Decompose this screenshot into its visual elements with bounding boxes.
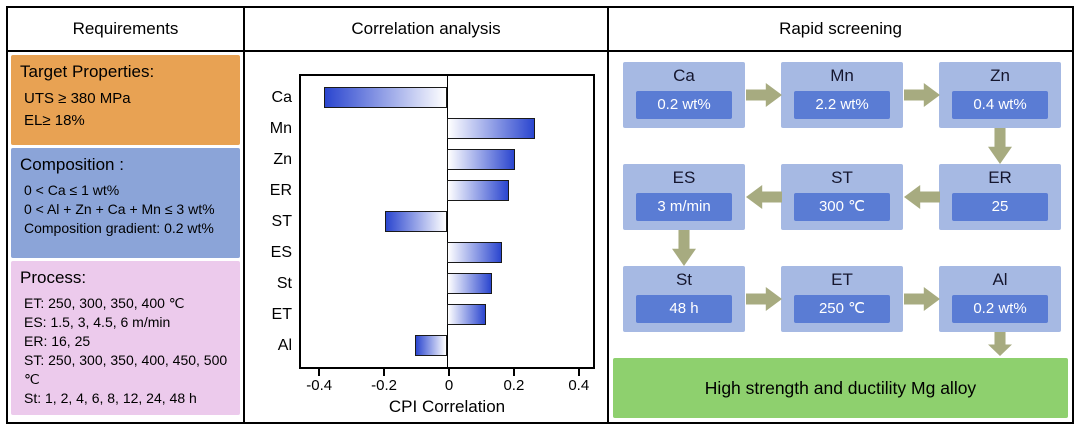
- result-text: High strength and ductility Mg alloy: [704, 377, 977, 398]
- process-heading: Process:: [20, 268, 87, 287]
- panel-title-screening: Rapid screening: [609, 8, 1072, 52]
- bar-ET: [447, 304, 486, 325]
- arrow-right-icon: [746, 83, 782, 107]
- flow-node-label: ES: [672, 168, 696, 187]
- composition-heading: Composition :: [20, 155, 124, 174]
- x-tick-mark: [383, 369, 386, 376]
- bar-Ca: [323, 87, 447, 108]
- flow-node-label: ST: [831, 168, 853, 187]
- composition-line: 0 < Ca ≤ 1 wt%: [24, 182, 120, 198]
- target-properties-heading: Target Properties:: [20, 62, 155, 81]
- process-line: ES: 1.5, 3, 4.5, 6 m/min: [24, 314, 171, 330]
- process-line: ST: 250, 300, 350, 400, 450, 500 ℃: [24, 352, 228, 387]
- y-tick-label-St: St: [276, 275, 292, 292]
- bar-ER: [447, 180, 509, 201]
- flow-node-label: Al: [992, 270, 1008, 289]
- bar-Mn: [447, 118, 535, 139]
- zero-axis-line: [446, 76, 448, 367]
- arrow-right-icon: [904, 83, 940, 107]
- y-tick-label-Zn: Zn: [273, 151, 292, 168]
- target-line-el: EL≥ 18%: [24, 112, 85, 129]
- flow-node-value: 25: [952, 193, 1048, 221]
- flow-node-Ca: Ca 0.2 wt%: [623, 62, 745, 128]
- flow-node-Zn: Zn 0.4 wt%: [939, 62, 1061, 128]
- requirements-body: Target Properties: UTS ≥ 380 MPa EL≥ 18%…: [8, 52, 243, 421]
- plot-area: [299, 74, 595, 369]
- arrow-left-icon: [746, 185, 782, 209]
- result-box: High strength and ductility Mg alloy: [613, 358, 1068, 418]
- flow-node-label: Zn: [990, 66, 1010, 85]
- panel-requirements: Requirements Target Properties: UTS ≥ 38…: [6, 6, 245, 424]
- flow-node-value: 0.2 wt%: [952, 295, 1048, 323]
- flow-node-value: 2.2 wt%: [794, 91, 890, 119]
- flow-node-label: ET: [831, 270, 853, 289]
- x-axis-label: CPI Correlation: [388, 397, 506, 416]
- x-tick-mark: [577, 369, 580, 376]
- flow-node-label: St: [675, 270, 693, 289]
- y-tick-label-Al: Al: [277, 337, 292, 354]
- y-tick-label-ER: ER: [269, 182, 292, 199]
- x-tick-mark: [512, 369, 515, 376]
- flow-node-ST: ST 300 ℃: [781, 164, 903, 230]
- flow-node-label: ER: [988, 168, 1012, 187]
- panel-title-requirements: Requirements: [8, 8, 243, 52]
- bar-ST: [385, 211, 447, 232]
- process-line: St: 1, 2, 4, 6, 8, 12, 24, 48 h: [24, 390, 197, 406]
- flow-node-value: 250 ℃: [794, 295, 890, 323]
- x-tick-label: -0.4: [306, 377, 333, 394]
- arrow-down-icon: [988, 128, 1012, 164]
- chart-plot-row: Ca Mn Zn ER ST ES St ET Al: [259, 74, 607, 369]
- arrow-down-icon: [988, 332, 1012, 356]
- bar-St: [447, 273, 493, 294]
- process-line: ET: 250, 300, 350, 400 ℃: [24, 295, 185, 311]
- x-tick-label: -0.2: [371, 377, 398, 394]
- y-tick-label-ET: ET: [271, 306, 292, 323]
- x-tick-label: 0.2: [503, 377, 525, 394]
- bar-Zn: [447, 149, 516, 170]
- flow-node-value: 0.4 wt%: [952, 91, 1048, 119]
- composition-line: 0 < Al + Zn + Ca + Mn ≤ 3 wt%: [24, 201, 215, 217]
- flow-node-Mn: Mn 2.2 wt%: [781, 62, 903, 128]
- y-tick-label-Mn: Mn: [269, 120, 292, 137]
- composition-box: Composition : 0 < Ca ≤ 1 wt% 0 < Al + Zn…: [11, 148, 240, 258]
- flow-node-label: Ca: [673, 66, 695, 85]
- flow-node-label: Mn: [830, 66, 854, 85]
- x-tick-label: 0: [444, 377, 454, 394]
- bar-Al: [414, 335, 447, 356]
- flow-node-value: 48 h: [636, 295, 732, 323]
- y-axis-labels: Ca Mn Zn ER ST ES St ET Al: [259, 74, 299, 369]
- target-line-uts: UTS ≥ 380 MPa: [24, 90, 131, 107]
- arrow-right-icon: [746, 287, 782, 311]
- arrow-down-icon: [672, 230, 696, 266]
- flow-node-Al: Al 0.2 wt%: [939, 266, 1061, 332]
- process-box: Process: ET: 250, 300, 350, 400 ℃ ES: 1.…: [11, 261, 240, 415]
- bar-ES: [447, 242, 503, 263]
- panel-correlation: Correlation analysis Ca Mn Zn ER ST ES St ET Al …: [243, 6, 609, 424]
- panel-screening: Rapid screening Ca 0.2 wt% Mn 2.2 wt% Zn 0.4 …: [607, 6, 1074, 424]
- x-tick-mark: [318, 369, 321, 376]
- arrow-right-icon: [904, 287, 940, 311]
- flow-node-ES: ES 3 m/min: [623, 164, 745, 230]
- y-tick-label-ST: ST: [271, 213, 292, 230]
- flow-node-value: 0.2 wt%: [636, 91, 732, 119]
- y-tick-label-Ca: Ca: [271, 89, 292, 106]
- correlation-chart: Ca Mn Zn ER ST ES St ET Al -0.4 -0.2 0 0.2 0.4 CPI C…: [259, 74, 607, 417]
- composition-line: Composition gradient: 0.2 wt%: [24, 220, 214, 236]
- flow-node-ET: ET 250 ℃: [781, 266, 903, 332]
- panel-title-correlation: Correlation analysis: [245, 8, 607, 52]
- x-axis-ticks: -0.4 -0.2 0 0.2 0.4: [301, 369, 593, 397]
- target-properties-box: Target Properties: UTS ≥ 380 MPa EL≥ 18%: [11, 55, 240, 145]
- x-tick-label: 0.4: [568, 377, 590, 394]
- process-line: ER: 16, 25: [24, 333, 91, 349]
- arrow-left-icon: [904, 185, 940, 209]
- y-tick-label-ES: ES: [270, 244, 292, 261]
- flow-node-value: 300 ℃: [794, 193, 890, 221]
- x-tick-mark: [448, 369, 450, 376]
- flow-node-ER: ER 25: [939, 164, 1061, 230]
- screening-flow: Ca 0.2 wt% Mn 2.2 wt% Zn 0.4 wt% ES 3 m/min ST 30…: [609, 52, 1072, 356]
- flow-node-St: St 48 h: [623, 266, 745, 332]
- flow-node-value: 3 m/min: [636, 193, 732, 221]
